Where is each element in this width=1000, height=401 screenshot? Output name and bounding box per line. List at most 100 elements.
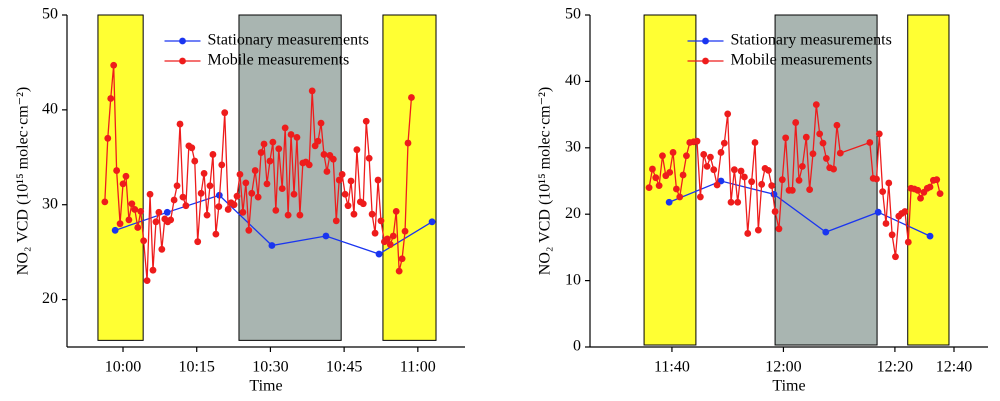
panel: 20 30 40 50 10:00 10:15 10:30 10:45 11:00 Time NO₂…	[15, 6, 465, 395]
point	[875, 130, 883, 138]
legend-marker	[702, 37, 709, 45]
x-tick-label: 12:40	[936, 359, 972, 376]
time-span	[382, 14, 437, 341]
point	[248, 189, 256, 197]
point	[317, 119, 325, 127]
point	[768, 182, 776, 190]
point	[408, 94, 415, 101]
y-tick-label: 20	[42, 290, 58, 307]
point	[788, 186, 796, 194]
point	[320, 151, 328, 158]
point	[710, 166, 718, 174]
point	[775, 225, 783, 233]
legend-label: Stationary measurements	[731, 32, 892, 49]
point	[239, 208, 247, 216]
point	[119, 180, 127, 188]
point	[892, 253, 899, 261]
point	[182, 202, 190, 210]
point	[879, 188, 887, 196]
panel: 0 10 20 30 40 50 11:40 12:00 12:20 12:40 Time NO₂ V…	[537, 6, 988, 395]
legend-label: Mobile measurements	[731, 52, 873, 69]
point	[734, 198, 742, 206]
legend-marker	[702, 57, 709, 65]
y-tick-label: 40	[42, 101, 58, 118]
point	[917, 194, 924, 202]
point	[101, 198, 109, 206]
point	[428, 218, 436, 226]
point	[383, 235, 391, 243]
y-tick-label: 30	[42, 195, 58, 212]
point	[314, 137, 322, 145]
point	[748, 178, 756, 186]
point	[802, 133, 810, 141]
point	[341, 190, 349, 198]
point	[107, 95, 115, 102]
point	[212, 230, 220, 238]
point	[335, 176, 343, 184]
time-span	[97, 14, 144, 341]
point	[173, 182, 181, 190]
point	[251, 167, 259, 174]
point	[395, 267, 403, 275]
point	[200, 170, 208, 177]
point	[290, 190, 298, 198]
point	[707, 153, 714, 161]
point	[744, 230, 752, 237]
point	[374, 176, 382, 184]
point	[275, 145, 283, 153]
point	[233, 192, 241, 200]
point	[245, 226, 253, 234]
point	[287, 131, 295, 138]
y-tick-label: 40	[565, 72, 581, 89]
point	[344, 202, 352, 210]
point	[751, 139, 759, 146]
point	[754, 226, 762, 234]
point	[885, 179, 893, 187]
point	[730, 166, 738, 174]
point	[188, 144, 196, 152]
y-tick-label: 10	[565, 271, 581, 288]
point	[257, 149, 265, 156]
x-tick-label: 11:40	[654, 359, 690, 376]
point	[350, 210, 358, 218]
point	[717, 149, 725, 156]
legend-marker	[179, 57, 186, 65]
point	[401, 227, 409, 235]
point	[218, 161, 226, 169]
point	[901, 208, 909, 215]
point	[833, 121, 841, 129]
time-span	[643, 14, 697, 346]
x-axis-title: Time	[772, 378, 805, 395]
point	[673, 185, 680, 193]
point	[645, 184, 653, 192]
x-tick-label: 12:20	[877, 359, 913, 376]
point	[170, 196, 178, 204]
point	[134, 224, 142, 231]
y-tick-label: 0	[573, 338, 581, 355]
point	[293, 133, 301, 141]
point	[260, 140, 268, 148]
legend-label: Stationary measurements	[208, 32, 369, 49]
point	[377, 217, 385, 225]
point	[404, 139, 412, 147]
point	[284, 211, 292, 219]
point	[371, 229, 379, 237]
point	[882, 220, 890, 227]
x-tick-label: 10:00	[105, 359, 141, 376]
x-axis-title: Time	[249, 378, 282, 395]
point	[191, 157, 199, 165]
x-tick-label: 10:30	[252, 359, 288, 376]
point	[263, 180, 271, 188]
point	[155, 208, 163, 216]
y-axis-title: NO₂ VCD (10¹⁵ molec·cm⁻²)	[537, 87, 554, 275]
point	[149, 266, 157, 274]
point	[819, 139, 827, 147]
point	[308, 87, 316, 95]
y-tick-label: 50	[565, 6, 581, 23]
x-tick-label: 12:00	[765, 359, 801, 376]
point	[338, 170, 346, 178]
point	[110, 61, 118, 69]
point	[649, 165, 656, 173]
point	[874, 208, 882, 216]
point	[816, 130, 824, 138]
